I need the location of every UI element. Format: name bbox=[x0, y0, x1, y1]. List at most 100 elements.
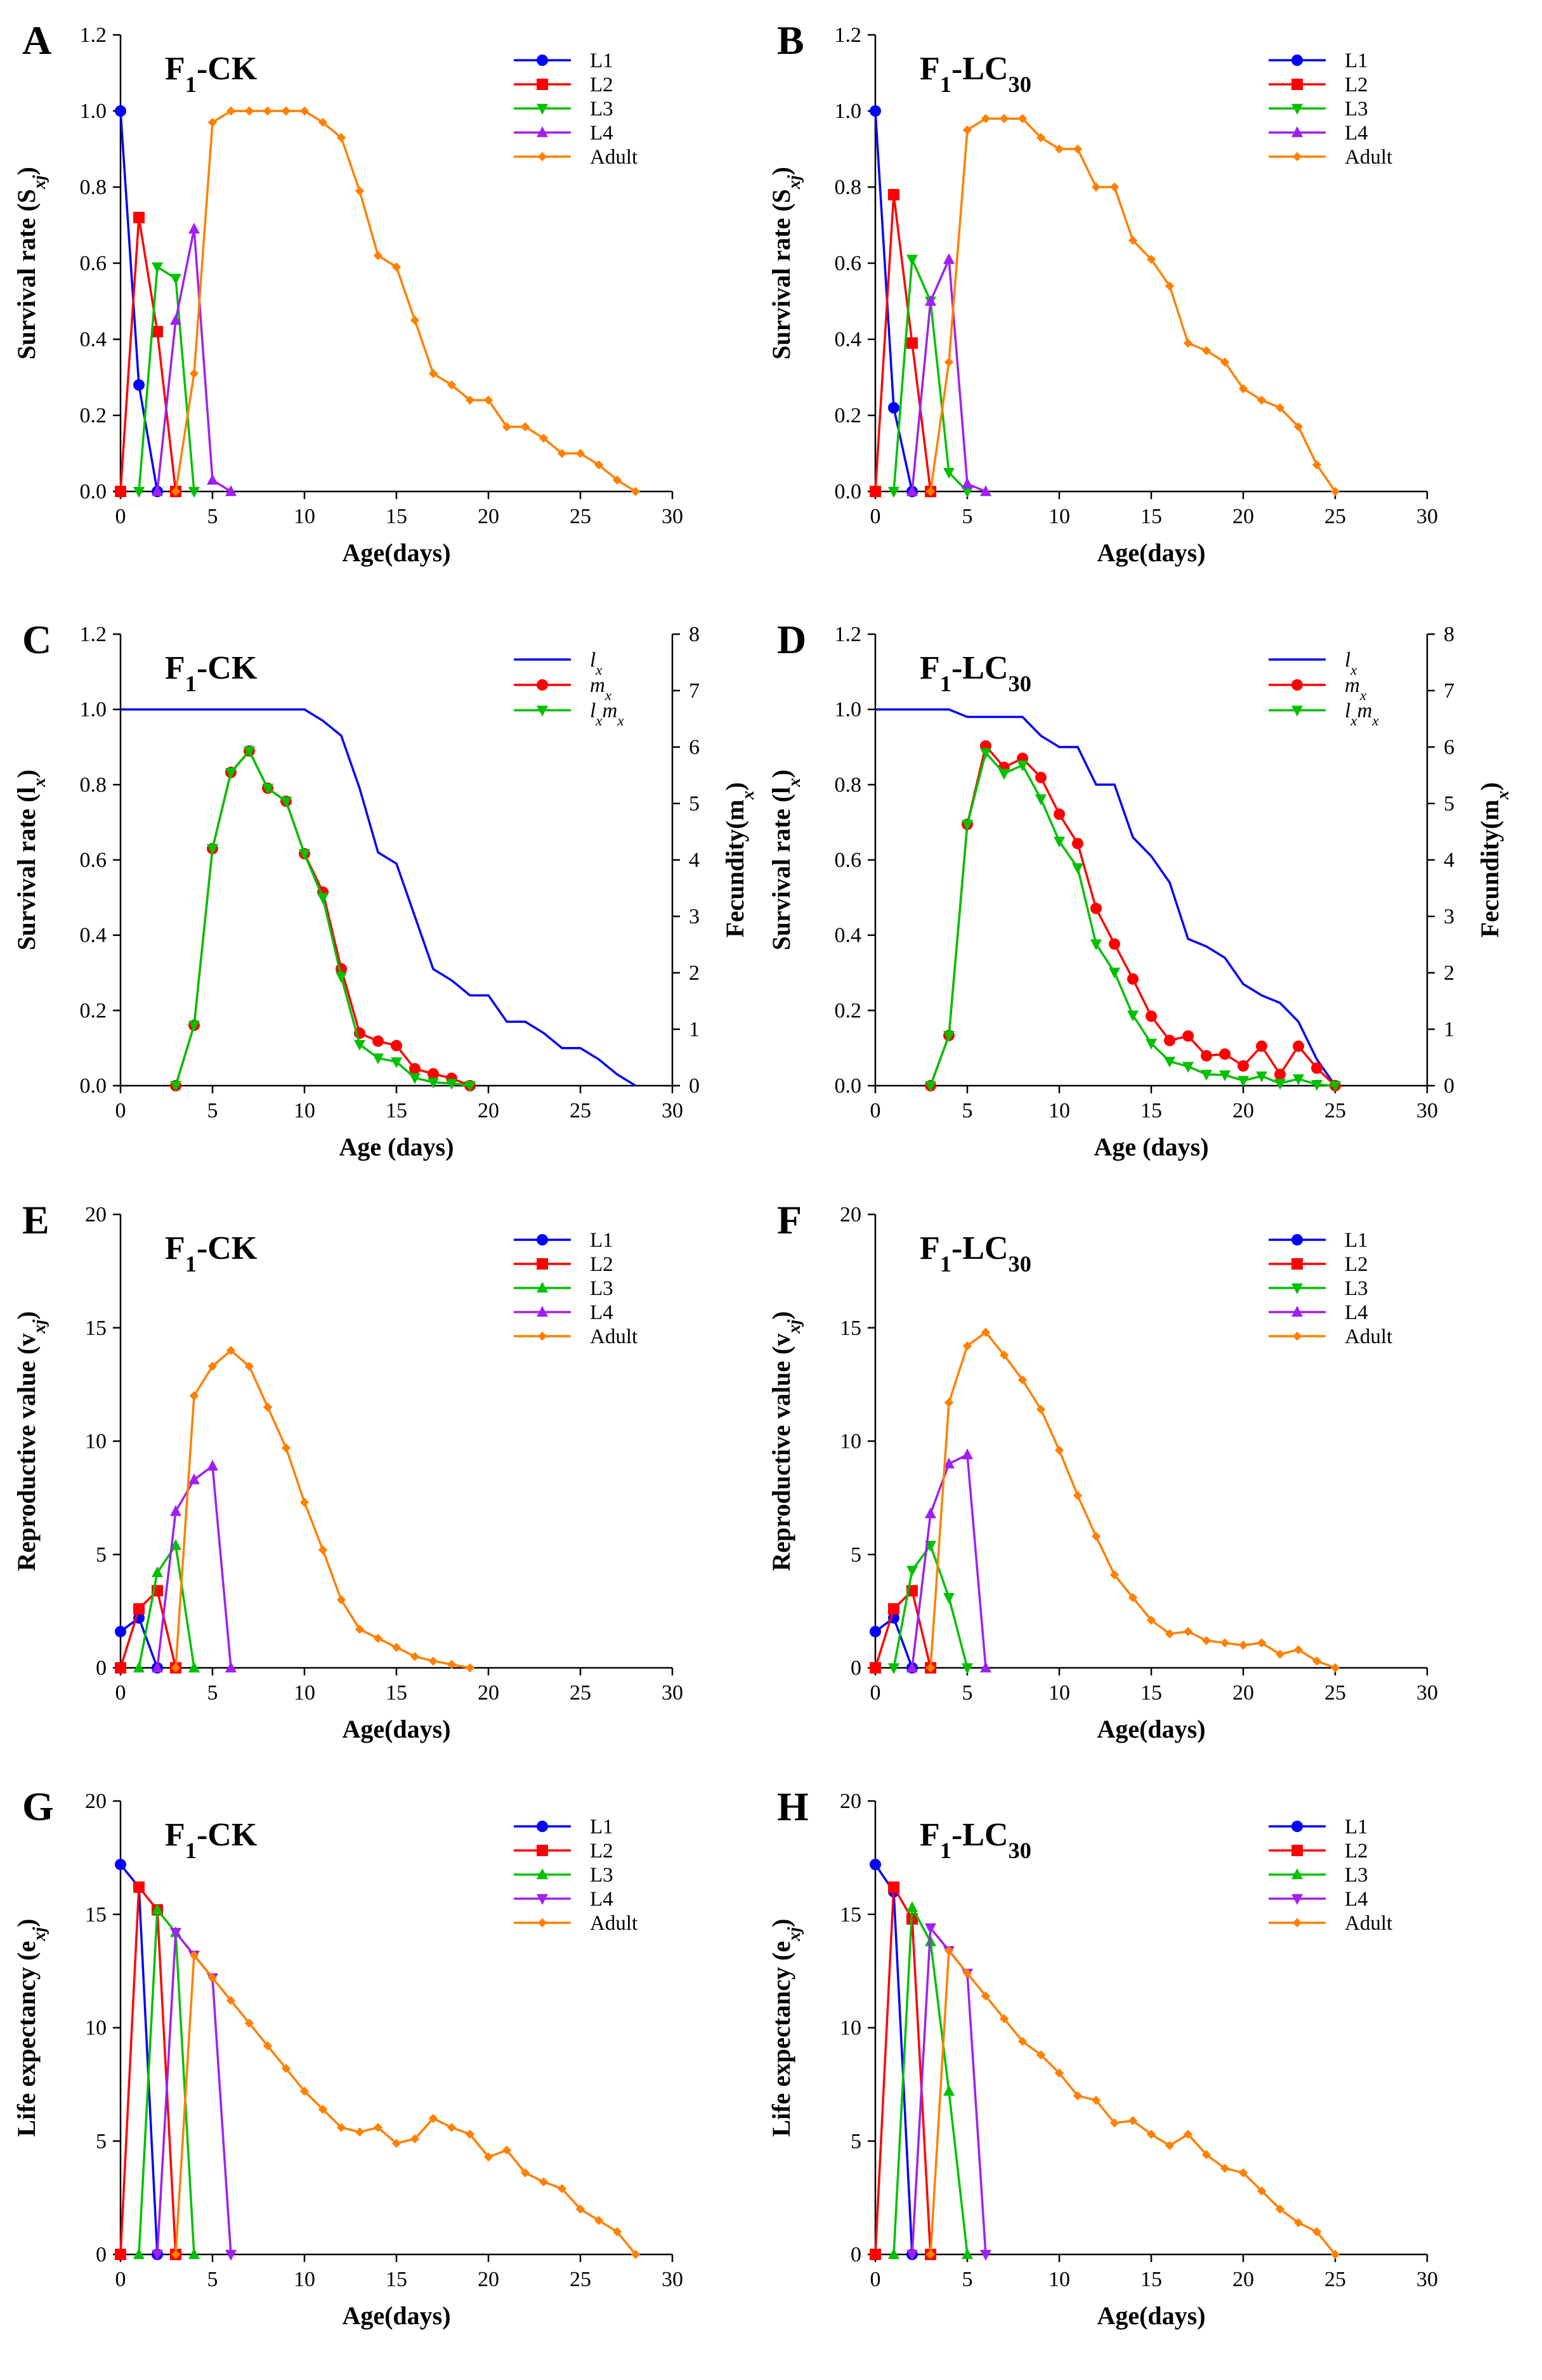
data-point bbox=[1256, 1071, 1267, 1083]
data-point bbox=[188, 2248, 200, 2260]
data-point bbox=[281, 106, 291, 116]
x-tick-label: 0 bbox=[115, 505, 126, 528]
data-point bbox=[1312, 1656, 1322, 1666]
x-axis-label: Age(days) bbox=[342, 1715, 450, 1743]
x-tick-label: 25 bbox=[570, 1099, 591, 1122]
x-axis-label: Age (days) bbox=[339, 1133, 454, 1161]
data-point bbox=[115, 1625, 126, 1637]
series-l1 bbox=[115, 105, 163, 497]
data-point bbox=[1201, 1070, 1212, 1081]
data-point bbox=[336, 972, 347, 984]
data-point bbox=[1330, 486, 1340, 497]
data-point bbox=[281, 1443, 291, 1453]
data-point bbox=[189, 1391, 199, 1401]
data-point bbox=[1109, 967, 1120, 979]
x-tick-label: 25 bbox=[570, 505, 591, 528]
data-point bbox=[133, 486, 145, 498]
y-right-tick-label: 8 bbox=[689, 623, 700, 646]
data-point bbox=[152, 1661, 163, 1673]
series-l4 bbox=[906, 1448, 991, 1673]
legend-item: L4 bbox=[1269, 122, 1368, 145]
legend-label: L4 bbox=[1345, 1301, 1368, 1324]
data-point bbox=[170, 273, 181, 285]
data-point bbox=[446, 1079, 457, 1090]
data-point bbox=[1165, 2141, 1175, 2150]
legend-label: lxmx bbox=[590, 699, 624, 729]
data-point bbox=[410, 1651, 420, 1661]
data-point bbox=[1073, 1491, 1083, 1500]
y-right-tick-label: 3 bbox=[1444, 905, 1454, 928]
data-point bbox=[170, 1505, 181, 1516]
legend-item: L2 bbox=[514, 1840, 613, 1863]
data-point bbox=[336, 2123, 346, 2132]
data-point bbox=[318, 1545, 328, 1555]
data-point bbox=[1073, 2091, 1083, 2100]
legend-marker bbox=[1291, 705, 1303, 717]
data-point bbox=[631, 486, 641, 497]
legend-marker bbox=[537, 55, 548, 66]
data-point bbox=[1220, 1638, 1230, 1648]
series-line bbox=[874, 194, 932, 492]
data-point bbox=[263, 2041, 273, 2051]
legend-label: Adult bbox=[1345, 1912, 1392, 1935]
y-axis-label: Life expectancy (exj) bbox=[767, 1919, 804, 2137]
x-tick-label: 30 bbox=[1416, 1681, 1438, 1705]
data-point bbox=[962, 1448, 973, 1460]
data-point bbox=[870, 1662, 881, 1674]
series-l4 bbox=[152, 1459, 237, 1673]
data-point bbox=[207, 1459, 218, 1471]
x-tick-label: 25 bbox=[1324, 1099, 1346, 1122]
data-point bbox=[888, 402, 899, 413]
data-point bbox=[1054, 2068, 1064, 2078]
x-tick-label: 5 bbox=[962, 505, 973, 528]
data-point bbox=[1330, 1663, 1340, 1673]
data-point bbox=[115, 1859, 126, 1871]
data-point bbox=[391, 2138, 402, 2149]
data-point bbox=[1183, 338, 1193, 348]
y-tick-label: 20 bbox=[85, 1203, 107, 1226]
panel-letter: E bbox=[22, 1197, 49, 1242]
legend-label: L4 bbox=[590, 1888, 613, 1911]
y-tick-label: 10 bbox=[840, 2017, 861, 2040]
data-point bbox=[263, 1402, 273, 1412]
data-point bbox=[133, 1881, 145, 1893]
x-axis-label: Age(days) bbox=[342, 538, 450, 567]
series-m-x bbox=[170, 745, 476, 1091]
panel-letter: G bbox=[22, 1784, 54, 1829]
data-point bbox=[1293, 422, 1304, 432]
data-point bbox=[244, 746, 255, 758]
data-point bbox=[888, 486, 899, 498]
data-point bbox=[171, 486, 181, 497]
legend-marker bbox=[537, 1306, 548, 1317]
x-tick-label: 10 bbox=[294, 505, 315, 528]
data-point bbox=[428, 368, 438, 379]
data-point bbox=[152, 2249, 163, 2261]
legend-label: L3 bbox=[1345, 98, 1368, 120]
data-point bbox=[225, 2249, 237, 2261]
data-point bbox=[1146, 2130, 1156, 2139]
legend-item: mx bbox=[1269, 674, 1367, 703]
data-point bbox=[115, 2249, 126, 2260]
y-right-tick-label: 5 bbox=[1444, 792, 1454, 816]
data-point bbox=[1109, 938, 1120, 950]
data-point bbox=[888, 189, 899, 200]
data-point bbox=[906, 254, 918, 266]
legend-marker bbox=[1291, 103, 1303, 115]
legend-item: Adult bbox=[1269, 1325, 1392, 1348]
data-point bbox=[980, 485, 991, 497]
x-tick-label: 20 bbox=[1232, 1681, 1254, 1705]
data-point bbox=[189, 1950, 199, 1960]
data-point bbox=[170, 1539, 181, 1551]
legend-item: L3 bbox=[514, 1277, 613, 1300]
series-adult bbox=[925, 114, 1340, 497]
y-tick-label: 15 bbox=[840, 1903, 861, 1927]
legend-marker bbox=[1291, 679, 1303, 691]
legend-marker bbox=[1291, 1868, 1303, 1880]
data-point bbox=[1017, 760, 1028, 772]
legend-item: L4 bbox=[514, 1301, 613, 1324]
data-point bbox=[1091, 2095, 1101, 2105]
panel-letter: B bbox=[777, 18, 804, 63]
data-point bbox=[354, 1039, 365, 1051]
x-tick-label: 20 bbox=[1232, 2268, 1254, 2291]
series-l1 bbox=[870, 105, 918, 497]
